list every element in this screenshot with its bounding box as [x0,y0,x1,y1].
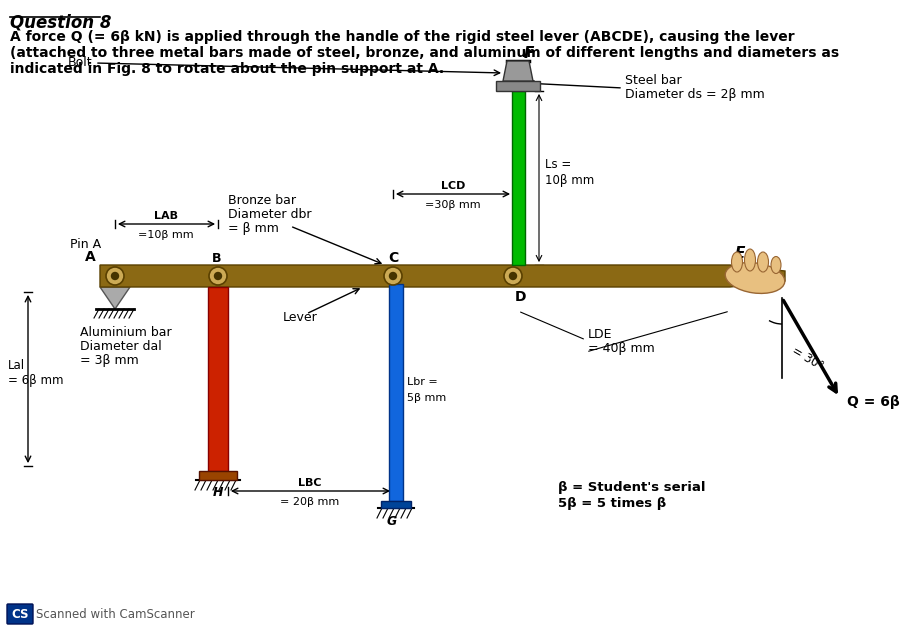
Text: Lbr =: Lbr = [406,377,437,387]
Text: C: C [387,251,398,265]
Text: =30β mm: =30β mm [424,200,480,210]
Text: LCD: LCD [441,181,465,191]
Text: Bronze bar: Bronze bar [228,194,295,207]
Text: Ls =: Ls = [545,158,571,171]
Text: Diameter ds = 2β mm: Diameter ds = 2β mm [624,88,764,101]
Text: β = Student's serial: β = Student's serial [557,481,704,494]
Bar [199,471,237,480]
Text: Lever: Lever [283,311,317,324]
Text: = 30°: = 30° [789,345,825,373]
Circle shape [209,267,227,285]
Text: H: H [212,486,223,499]
Bar [208,287,228,471]
Text: 10β mm: 10β mm [545,174,593,187]
Text: B: B [212,252,221,265]
Bar [511,91,525,265]
Circle shape [111,273,118,280]
Ellipse shape [724,262,784,293]
Ellipse shape [731,252,741,272]
Text: F: F [524,46,534,61]
Text: (attached to three metal bars made of steel, bronze, and aluminum of different l: (attached to three metal bars made of st… [10,46,838,60]
Ellipse shape [770,256,780,273]
Text: Q = 6β kN: Q = 6β kN [847,394,903,409]
Circle shape [384,267,402,285]
Text: D: D [515,290,526,304]
FancyBboxPatch shape [7,604,33,624]
Bar [380,501,411,508]
Text: =10β mm: =10β mm [138,230,193,240]
Text: G: G [386,515,396,528]
Text: LBC: LBC [298,478,321,488]
Text: = β mm: = β mm [228,222,278,235]
Text: Scanned with CamScanner: Scanned with CamScanner [36,608,194,620]
Bar [388,284,403,501]
Text: = 40β mm: = 40β mm [587,342,654,355]
Circle shape [214,273,221,280]
Text: Bolt: Bolt [68,56,92,69]
Text: = 6β mm: = 6β mm [8,374,63,387]
Text: 5β = 5 times β: 5β = 5 times β [557,497,666,510]
Text: Diameter dal: Diameter dal [79,340,162,353]
Text: Pin A: Pin A [70,238,101,251]
Ellipse shape [744,249,755,271]
Circle shape [389,273,396,280]
Text: 5β mm: 5β mm [406,393,446,403]
Bar [496,81,539,91]
Text: E: E [734,246,745,261]
Ellipse shape [757,252,768,272]
Text: Question 8: Question 8 [10,14,111,32]
Circle shape [509,273,516,280]
Text: Diameter dbr: Diameter dbr [228,208,312,221]
Text: A force Q (= 6β kN) is applied through the handle of the rigid steel lever (ABCD: A force Q (= 6β kN) is applied through t… [10,30,794,44]
Text: indicated in Fig. 8 to rotate about the pin support at A.: indicated in Fig. 8 to rotate about the … [10,62,443,76]
Polygon shape [100,287,130,309]
Text: LAB: LAB [154,211,178,221]
Polygon shape [100,265,784,287]
Text: = 20β mm: = 20β mm [280,497,340,507]
Polygon shape [502,61,533,81]
Text: LDE: LDE [587,328,612,341]
Text: = 3β mm: = 3β mm [79,354,138,367]
Text: A: A [85,250,96,264]
Circle shape [504,267,521,285]
Text: Lal: Lal [8,359,25,372]
Text: Steel bar: Steel bar [624,74,681,87]
Text: Aluminium bar: Aluminium bar [79,326,172,339]
Text: CS: CS [11,608,29,620]
Circle shape [106,267,124,285]
